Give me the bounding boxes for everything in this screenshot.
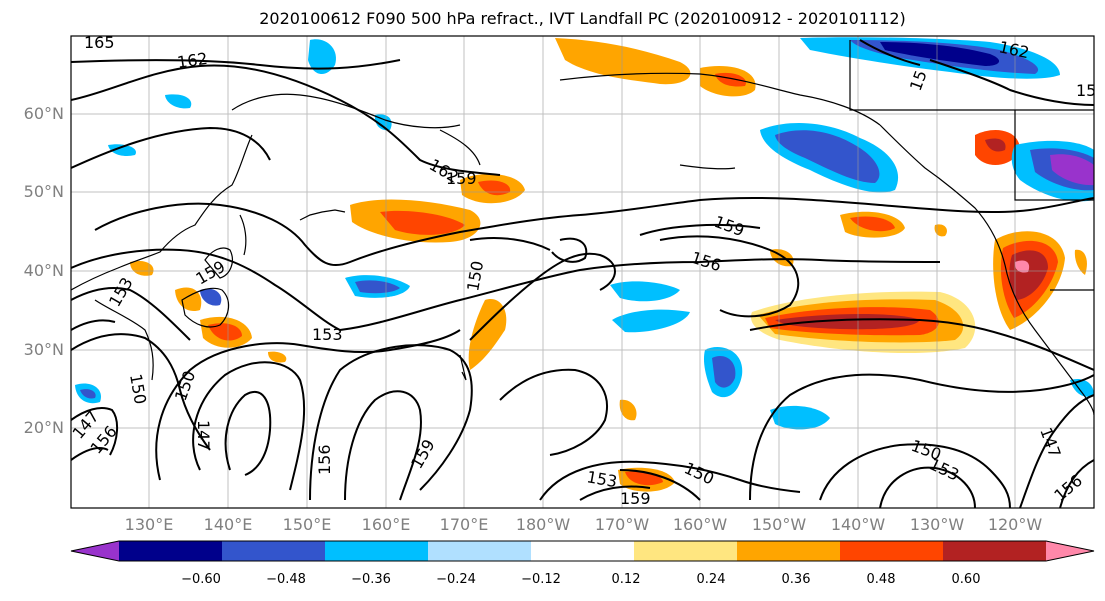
height-contours: [71, 39, 1094, 508]
colorbar-segment: [840, 541, 944, 561]
colorbar-segment: [222, 541, 326, 561]
lon-label: 140°W: [830, 515, 886, 534]
contour-label: 153: [312, 325, 343, 344]
map-background: [71, 36, 1094, 508]
colorbar-segment: [943, 541, 1047, 561]
anomaly-shading: [75, 37, 1094, 492]
colorbar-tick-label: 0.24: [696, 572, 726, 587]
contour-label: 15: [1076, 81, 1096, 100]
lon-label: 180°W: [515, 515, 571, 534]
lon-label: 150°W: [751, 515, 807, 534]
lat-label: 50°N: [23, 182, 64, 201]
lat-label: 20°N: [23, 418, 64, 437]
colorbar-tick-label: 0.36: [781, 572, 811, 587]
lat-label: 40°N: [23, 261, 64, 280]
colorbar-tick-label: −0.36: [351, 572, 391, 587]
positive-anomaly-region: [130, 38, 1087, 492]
lon-label: 120°W: [987, 515, 1043, 534]
lat-label: 30°N: [23, 340, 64, 359]
lon-label: 160°W: [672, 515, 728, 534]
lon-label: 170°E: [439, 515, 489, 534]
lat-label: 60°N: [23, 104, 64, 123]
lon-label: 150°E: [282, 515, 332, 534]
contour-label: 165: [84, 33, 115, 52]
contour-label: 147: [194, 420, 213, 451]
contour-label: 156: [315, 444, 334, 475]
colorbar-tick-label: 0.60: [951, 572, 981, 587]
map-frame: [70, 35, 1095, 509]
colorbar-tick-label: 0.12: [611, 572, 641, 587]
colorbar-segment: [634, 541, 738, 561]
lon-label: 140°E: [203, 515, 253, 534]
colorbar-segment: [531, 541, 635, 561]
contour-label: 159: [620, 489, 651, 508]
map-title: 2020100612 F090 500 hPa refract., IVT La…: [259, 9, 906, 28]
colorbar-tick-label: −0.24: [436, 572, 476, 587]
colorbar: [70, 540, 1095, 562]
colorbar-segment: [737, 541, 841, 561]
lon-label: 130°E: [124, 515, 174, 534]
colorbar-outline: [70, 540, 1095, 562]
colorbar-tick-label: −0.60: [181, 572, 221, 587]
colorbar-tick-label: 0.48: [866, 572, 896, 587]
gridlines: [71, 36, 1094, 508]
colorbar-segment: [428, 541, 532, 561]
colorbar-segment: [325, 541, 429, 561]
lon-label: 130°W: [909, 515, 965, 534]
contour-label: 162: [176, 49, 209, 72]
coastlines: [71, 40, 1094, 416]
colorbar-segment: [119, 541, 223, 561]
colorbar-tick-label: −0.12: [521, 572, 561, 587]
colorbar-extend-high: [1046, 541, 1094, 561]
contour-label: 159: [446, 169, 477, 188]
lon-label: 170°W: [594, 515, 650, 534]
lon-label: 160°E: [361, 515, 411, 534]
colorbar-extend-low: [71, 541, 119, 561]
colorbar-tick-label: −0.48: [266, 572, 306, 587]
